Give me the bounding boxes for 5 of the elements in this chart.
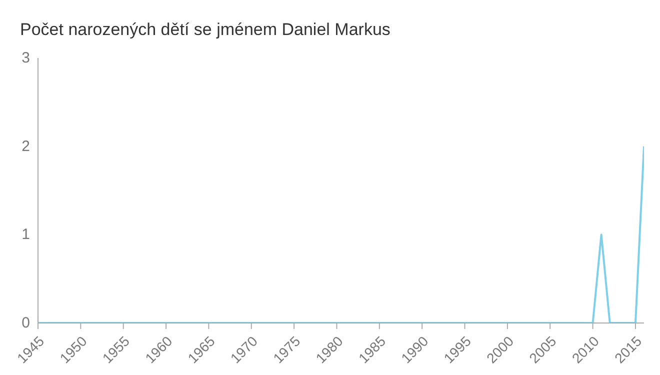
y-tick-label: 0 xyxy=(22,314,30,332)
y-tick-label: 1 xyxy=(22,226,30,244)
y-tick-label: 2 xyxy=(22,138,30,155)
chart-title: Počet narozených dětí se jménem Daniel Markus xyxy=(20,20,390,40)
y-tick-label: 3 xyxy=(22,50,30,66)
